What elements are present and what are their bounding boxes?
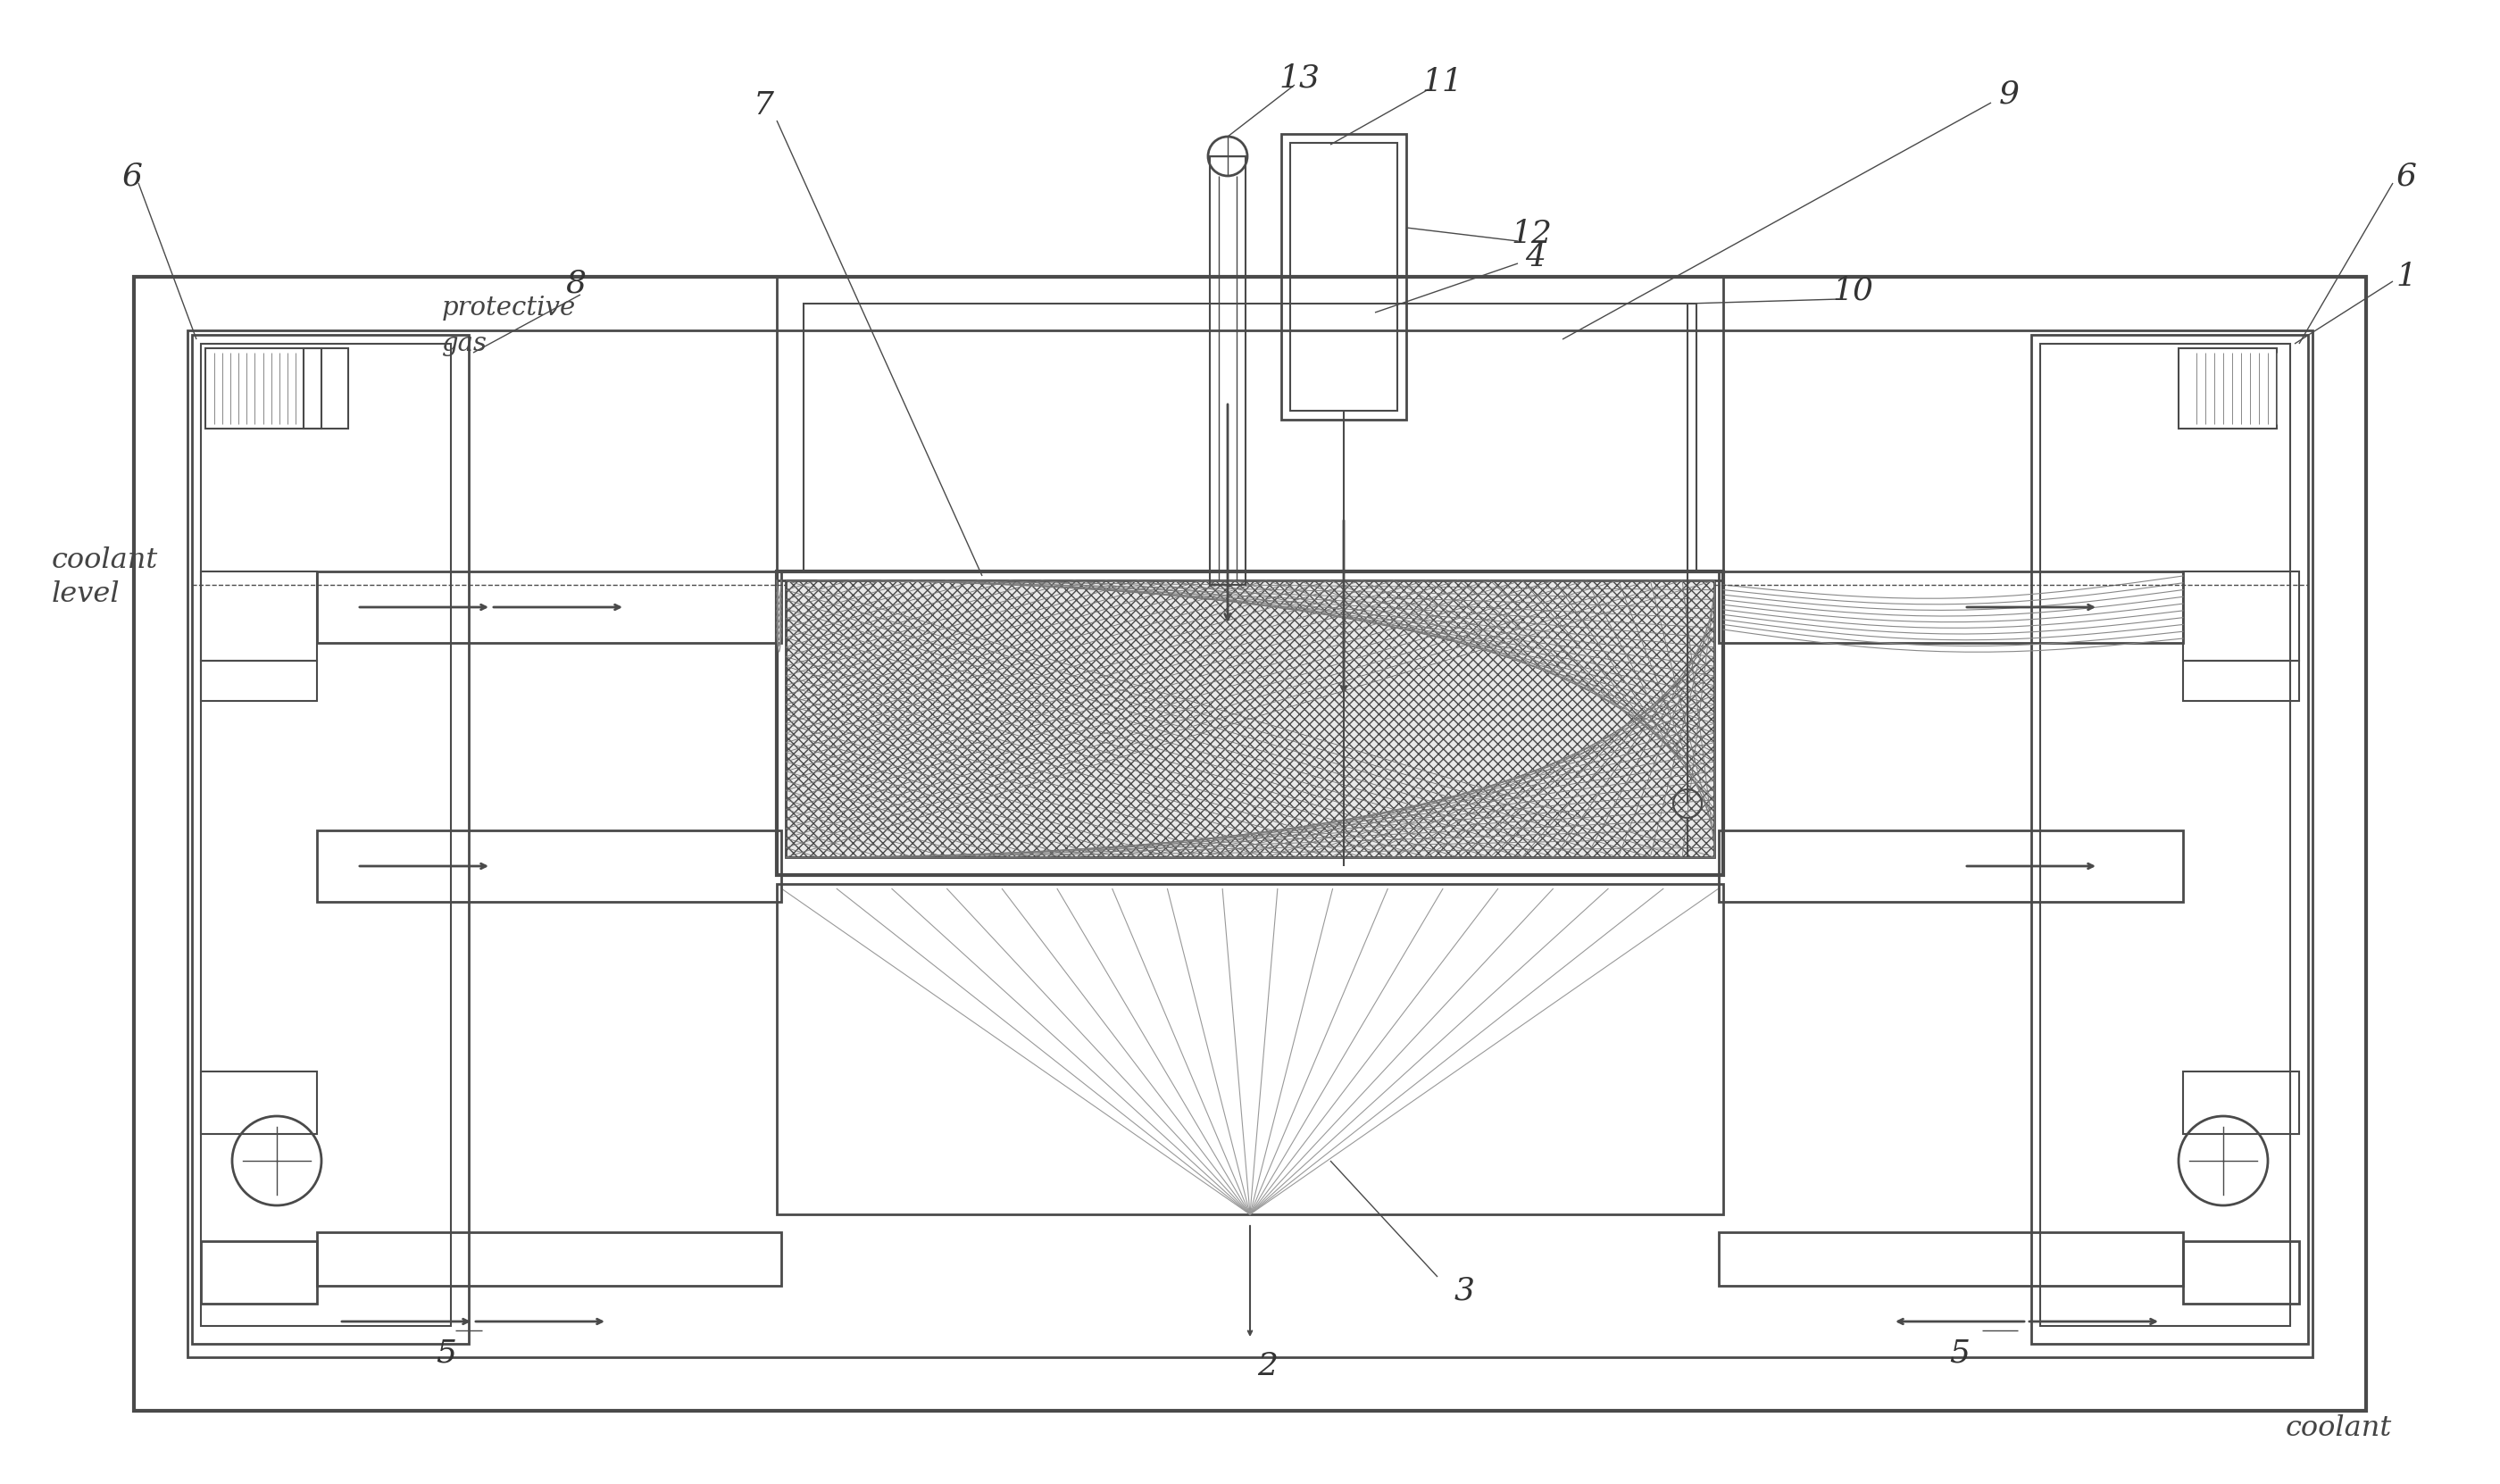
Text: 7: 7 (752, 91, 772, 120)
Text: 10: 10 (1833, 275, 1873, 306)
Text: gas: gas (442, 331, 488, 356)
Bar (200, 1241, 318, 1303)
Text: 4: 4 (1525, 242, 1545, 273)
Bar (2030, 335, 2308, 1345)
Bar (778, 278, 1722, 580)
Bar (1210, 156, 1245, 585)
Bar (1280, 134, 1405, 420)
Text: 8: 8 (565, 269, 585, 300)
Bar (785, 580, 1715, 858)
Bar (318, 1232, 780, 1285)
Bar (318, 831, 780, 902)
Bar (2182, 660, 2300, 700)
Bar (302, 349, 348, 429)
Text: 6: 6 (123, 162, 143, 191)
Bar (2040, 344, 2290, 1327)
Text: 13: 13 (1278, 64, 1320, 93)
Bar (1720, 571, 2182, 643)
Text: 5: 5 (435, 1337, 458, 1368)
Bar (192, 335, 470, 1345)
Text: 11: 11 (1422, 67, 1462, 98)
Bar (2182, 1241, 2300, 1303)
Text: 12: 12 (1510, 218, 1553, 249)
Text: coolant: coolant (53, 548, 158, 574)
Bar (2178, 349, 2278, 429)
Bar (2182, 571, 2300, 660)
Bar (135, 278, 2365, 1411)
Text: 5: 5 (1950, 1337, 1970, 1368)
Text: coolant: coolant (2285, 1414, 2392, 1442)
Bar (200, 1071, 318, 1134)
Bar (200, 660, 318, 700)
Text: 9: 9 (1998, 79, 2020, 108)
Text: 1: 1 (2395, 261, 2418, 292)
Bar (1720, 1232, 2182, 1285)
Bar (200, 344, 450, 1327)
Text: 2: 2 (1258, 1350, 1278, 1382)
Bar (778, 571, 1722, 876)
Bar (2182, 1071, 2300, 1134)
Text: 6: 6 (2395, 162, 2418, 191)
Bar (188, 331, 2313, 1358)
Text: protective: protective (442, 295, 575, 321)
Bar (1290, 142, 1398, 411)
Bar (205, 349, 323, 429)
Text: level: level (53, 580, 120, 607)
Text: 3: 3 (1455, 1275, 1475, 1306)
Bar (200, 571, 318, 660)
Bar (318, 571, 780, 643)
Bar (778, 884, 1722, 1214)
Bar (1720, 831, 2182, 902)
Bar (803, 304, 1698, 571)
